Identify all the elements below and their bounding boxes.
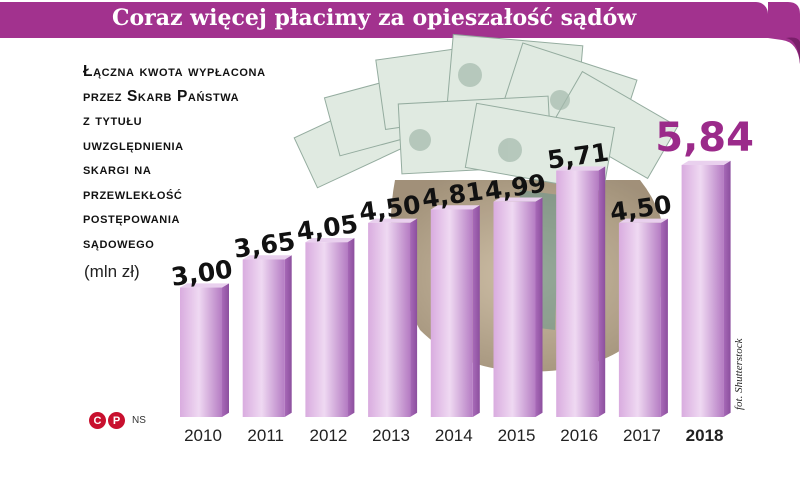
- tick-label-2012: 2012: [309, 426, 347, 445]
- bar-top: [493, 197, 543, 202]
- tick-label-2017: 2017: [623, 426, 661, 445]
- bar-top: [242, 255, 292, 260]
- bars-group: [180, 160, 731, 418]
- bar-side: [723, 160, 731, 418]
- bar-2017: [618, 218, 668, 417]
- bar-front: [368, 222, 411, 417]
- value-label-2018: 5,84: [655, 115, 754, 161]
- tick-label-2018: 2018: [686, 426, 724, 445]
- tick-label-2014: 2014: [435, 426, 473, 445]
- bar-front: [556, 170, 599, 417]
- logo-text: NS: [132, 415, 146, 426]
- bar-top: [618, 218, 668, 223]
- tick-label-2015: 2015: [498, 426, 536, 445]
- bar-side: [284, 255, 292, 417]
- description-line: Łączna kwota wypłacona: [83, 63, 266, 80]
- copyright-icon: C: [89, 412, 106, 429]
- photo-credit: fot. Shutterstock: [733, 338, 745, 411]
- bar-top: [180, 283, 229, 288]
- bar-top: [681, 160, 731, 165]
- tick-labels-group: 2010 2011 2012 2013 2014 2015 2016 2017 2018: [184, 426, 723, 445]
- bar-side: [410, 218, 418, 417]
- title-bar: [0, 2, 768, 38]
- bar-side: [222, 283, 229, 417]
- description-line: przez Skarb Państwa: [83, 87, 240, 105]
- bar-2011: [242, 255, 292, 417]
- unit-label: (mln zł): [84, 262, 140, 281]
- description-line: sądowego: [83, 234, 155, 252]
- bar-front: [681, 165, 724, 417]
- bar-front: [180, 287, 222, 417]
- bar-front: [493, 201, 536, 417]
- tick-label-2010: 2010: [184, 426, 222, 445]
- page-title: Coraz więcej płacimy za opieszałość sądó…: [112, 5, 637, 31]
- bar-front: [242, 259, 285, 417]
- tick-label-2011: 2011: [247, 426, 284, 445]
- publisher-p-icon: P: [108, 412, 125, 429]
- bar-side: [347, 238, 355, 417]
- bar-front: [430, 209, 473, 417]
- description-line: przewlekłość: [83, 185, 183, 203]
- bar-top: [305, 238, 355, 243]
- description-line: uwzględnienia: [83, 136, 184, 154]
- bar-2016: [556, 166, 606, 417]
- bar-top: [556, 166, 606, 171]
- bar-2012: [305, 238, 355, 417]
- tick-label-2016: 2016: [560, 426, 598, 445]
- bar-2013: [368, 218, 418, 417]
- publisher-logo: C P NS: [89, 412, 146, 429]
- description-line: z tytułu: [83, 112, 143, 129]
- bar-2014: [430, 205, 480, 417]
- bar-2015: [493, 197, 543, 417]
- bar-top: [430, 205, 480, 210]
- bar-front: [305, 242, 348, 417]
- title-bar-fold: [768, 2, 800, 64]
- bar-2010: [180, 283, 229, 417]
- chart-description: Łączna kwota wypłacona przez Skarb Państ…: [83, 60, 313, 256]
- bar-side: [535, 197, 543, 417]
- description-line: postępowania: [83, 210, 181, 227]
- bar-front: [618, 222, 661, 417]
- bar-side: [660, 218, 668, 417]
- bar-2018: [681, 160, 731, 418]
- bar-top: [368, 218, 418, 223]
- bar-side: [472, 205, 480, 417]
- tick-label-2013: 2013: [372, 426, 410, 445]
- description-line: skargi na: [83, 161, 152, 178]
- bar-side: [598, 166, 606, 417]
